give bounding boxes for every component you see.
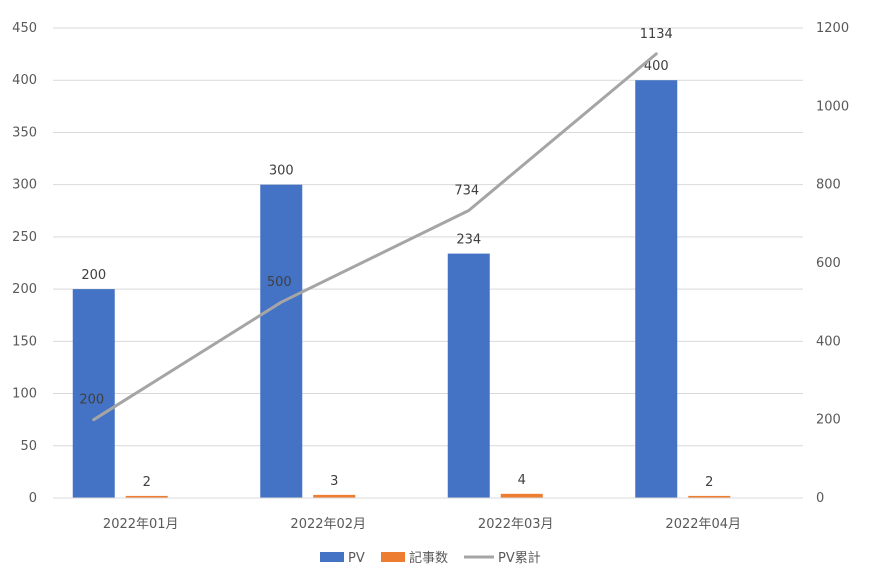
y-axis-left-tick-label: 0: [29, 491, 37, 506]
data-label: 400: [644, 59, 669, 74]
legend-label: 記事数: [409, 550, 448, 566]
bar-article-count: [313, 494, 356, 498]
data-label: 200: [81, 268, 106, 283]
y-axis-left-tick-label: 150: [12, 334, 37, 349]
legend-swatch: [381, 552, 405, 562]
data-label: 734: [454, 184, 479, 199]
data-label: 234: [456, 233, 481, 248]
legend-label: PV: [348, 551, 365, 566]
data-label: 2: [143, 475, 151, 490]
data-label: 500: [267, 275, 292, 290]
x-axis-tick-label: 2022年04月: [665, 517, 741, 532]
bar-article-count: [688, 495, 731, 498]
x-axis-tick-label: 2022年03月: [478, 517, 554, 532]
y-axis-right-tick-label: 400: [816, 334, 841, 349]
y-axis-left-tick-label: 450: [12, 21, 37, 36]
data-label: 4: [518, 473, 526, 488]
y-axis-right-tick-label: 1200: [816, 21, 849, 36]
data-label: 3: [330, 474, 338, 489]
data-label: 200: [79, 393, 104, 408]
y-axis-right-tick-label: 200: [816, 413, 841, 428]
y-axis-right-tick-label: 0: [816, 491, 824, 506]
y-axis-right-tick-label: 1000: [816, 99, 849, 114]
y-axis-left-tick-label: 350: [12, 125, 37, 140]
data-label: 2: [705, 475, 713, 490]
y-axis-left-tick-label: 200: [12, 282, 37, 297]
y-axis-left-tick-label: 250: [12, 230, 37, 245]
y-axis-right-tick-label: 600: [816, 256, 841, 271]
y-axis-right-tick-label: 800: [816, 178, 841, 193]
x-axis-tick-label: 2022年01月: [103, 517, 179, 532]
bar-article-count: [500, 493, 543, 498]
line-pv-cumulative: [92, 52, 658, 422]
bar-pv: [260, 184, 303, 498]
x-axis-tick-label: 2022年02月: [290, 517, 366, 532]
y-axis-left-tick-label: 50: [20, 439, 37, 454]
y-axis-left-tick-label: 400: [12, 73, 37, 88]
data-label: 1134: [640, 27, 673, 42]
bar-article-count: [125, 495, 168, 498]
data-label: 300: [269, 164, 294, 179]
legend-label: PV累計: [498, 550, 541, 566]
bar-pv: [72, 289, 115, 498]
y-axis-left-tick-label: 100: [12, 387, 37, 402]
legend-swatch: [320, 552, 344, 562]
bar-pv: [635, 80, 678, 498]
bar-pv: [447, 253, 490, 498]
y-axis-left-tick-label: 300: [12, 178, 37, 193]
